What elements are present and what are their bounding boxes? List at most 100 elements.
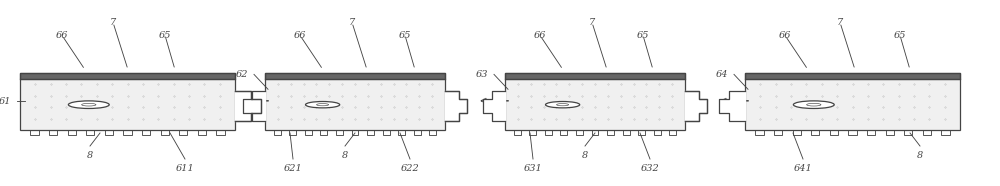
Bar [592,130,598,135]
Bar [545,130,552,135]
Text: 62: 62 [236,70,248,79]
Bar [745,73,960,79]
Bar [383,130,390,135]
Bar [320,130,327,135]
Bar [20,73,235,79]
Bar [289,130,296,135]
Text: 611: 611 [176,164,194,173]
Polygon shape [685,91,707,121]
Bar [336,130,343,135]
Text: 65: 65 [399,31,411,40]
Bar [30,130,39,135]
Bar [755,130,764,135]
Polygon shape [445,91,467,121]
Circle shape [546,102,580,108]
Bar [529,130,536,135]
Bar [49,130,57,135]
Bar [745,73,960,79]
Text: 65: 65 [894,31,906,40]
Polygon shape [483,91,505,121]
Bar [198,130,206,135]
Bar [904,130,912,135]
Bar [830,130,838,135]
Bar [793,130,801,135]
Bar [274,130,281,135]
Circle shape [68,101,109,108]
Bar [745,73,960,130]
Text: 621: 621 [284,164,302,173]
Bar [20,73,235,130]
Bar [638,130,645,135]
Text: 7: 7 [589,18,595,27]
Bar [86,130,94,135]
Circle shape [82,103,96,106]
Bar [923,130,931,135]
Bar [352,130,358,135]
Circle shape [793,101,834,108]
Text: 66: 66 [534,31,546,40]
Circle shape [317,104,329,106]
Bar [161,130,169,135]
Bar [105,130,113,135]
Text: 8: 8 [917,151,923,160]
Bar [867,130,875,135]
Bar [68,130,76,135]
Bar [123,130,132,135]
Circle shape [807,103,821,106]
Text: 8: 8 [87,151,93,160]
Bar [607,130,614,135]
Bar [886,130,894,135]
Text: 8: 8 [342,151,348,160]
Bar [305,130,312,135]
Bar [265,73,445,130]
Bar [505,73,685,130]
Text: 7: 7 [110,18,116,27]
Bar [505,73,685,130]
Bar [179,130,187,135]
Bar [623,130,630,135]
Bar [398,130,405,135]
Circle shape [306,102,340,108]
Bar [216,130,225,135]
Text: 66: 66 [294,31,306,40]
Polygon shape [235,91,261,121]
Text: 66: 66 [56,31,68,40]
Text: 64: 64 [716,70,728,79]
Text: 7: 7 [837,18,843,27]
Bar [265,73,445,79]
Bar [576,130,583,135]
Bar [20,73,235,79]
Bar [745,73,960,130]
Bar [669,130,676,135]
Bar [142,130,150,135]
Bar [265,73,445,130]
Text: 66: 66 [779,31,791,40]
Bar [20,73,235,130]
Bar [265,73,445,79]
Bar [514,130,521,135]
Text: 7: 7 [349,18,355,27]
Text: 622: 622 [401,164,419,173]
Bar [505,73,685,79]
Bar [774,130,782,135]
Bar [941,130,950,135]
Text: 632: 632 [641,164,659,173]
Polygon shape [243,91,265,121]
Bar [811,130,819,135]
Text: 641: 641 [794,164,812,173]
Text: 63: 63 [476,70,488,79]
Circle shape [557,104,569,106]
Text: 65: 65 [159,31,171,40]
Bar [560,130,567,135]
Bar [848,130,857,135]
Bar [505,73,685,79]
Bar [367,130,374,135]
Text: 61: 61 [0,97,11,106]
Text: 8: 8 [582,151,588,160]
Text: 631: 631 [524,164,542,173]
Polygon shape [719,91,745,121]
Bar [414,130,421,135]
Bar [429,130,436,135]
Text: 65: 65 [637,31,649,40]
Bar [654,130,661,135]
